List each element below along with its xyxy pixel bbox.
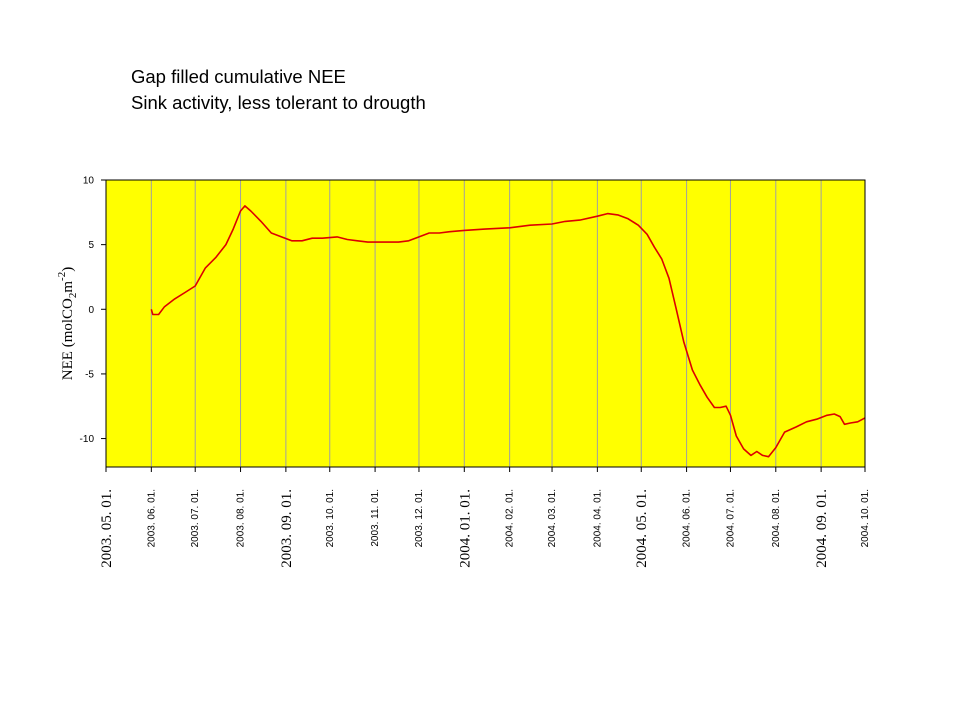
x-tick-label: 2004. 07. 01. (725, 489, 736, 547)
y-axis-label-subscript: 2 (67, 293, 79, 299)
x-tick-label: 2004. 04. 01. (592, 489, 603, 547)
y-axis-label-unit: m (60, 281, 76, 293)
y-tick-label: -10 (80, 434, 95, 445)
series-layer (150, 205, 866, 458)
x-tick-label-major: 2003. 09. 01. (279, 489, 295, 568)
chart-title-line-1: Gap filled cumulative NEE (131, 66, 346, 87)
y-tick-label: 5 (88, 240, 94, 251)
x-tick-label-major: 2004. 01. 01. (457, 489, 473, 568)
x-tick-label: 2004. 03. 01. (547, 489, 558, 547)
y-tick-label: 0 (88, 305, 94, 316)
x-tick-label: 2003. 08. 01. (236, 489, 247, 547)
x-tick-label-major: 2004. 05. 01. (634, 489, 650, 568)
x-tick-label: 2003. 06. 01. (146, 489, 157, 547)
series-line-cumulative-nee (150, 205, 866, 458)
x-tick-label: 2003. 07. 01. (190, 489, 201, 547)
x-tick-label: 2003. 10. 01. (325, 489, 336, 547)
x-tick-label: 2004. 02. 01. (505, 489, 516, 547)
chart-title-line-2: Sink activity, less tolerant to drougth (131, 92, 426, 113)
y-axis-label-superscript: -2 (56, 272, 68, 281)
y-tick-label: -5 (85, 369, 94, 380)
x-tick-label: 2004. 06. 01. (682, 489, 693, 547)
y-axis-label: NEE (molCO2m-2) (56, 267, 79, 380)
y-axis-label-prefix: NEE (molCO (60, 298, 76, 380)
y-axis-label-suffix: ) (60, 267, 76, 272)
y-axis: 10 5 0 -5 -10 (80, 176, 106, 445)
plot-area (106, 180, 865, 467)
x-tick-label: 2003. 12. 01. (414, 489, 425, 547)
x-axis: 2003. 05. 01. 2003. 06. 01. 2003. 07. 01. 2… (99, 467, 871, 568)
x-tick-label: 2004. 08. 01. (771, 489, 782, 547)
chart-titles: Gap filled cumulative NEE Sink activity,… (131, 64, 426, 116)
x-tick-label-major: 2003. 05. 01. (99, 489, 115, 568)
vertical-gridlines (150, 180, 822, 467)
x-tick-label-major: 2004. 09. 01. (814, 489, 830, 568)
x-tick-label: 2004. 10. 01. (860, 489, 871, 547)
plot-border (105, 179, 866, 468)
y-tick-label: 10 (83, 176, 95, 187)
x-tick-label: 2003. 11. 01. (370, 489, 381, 547)
